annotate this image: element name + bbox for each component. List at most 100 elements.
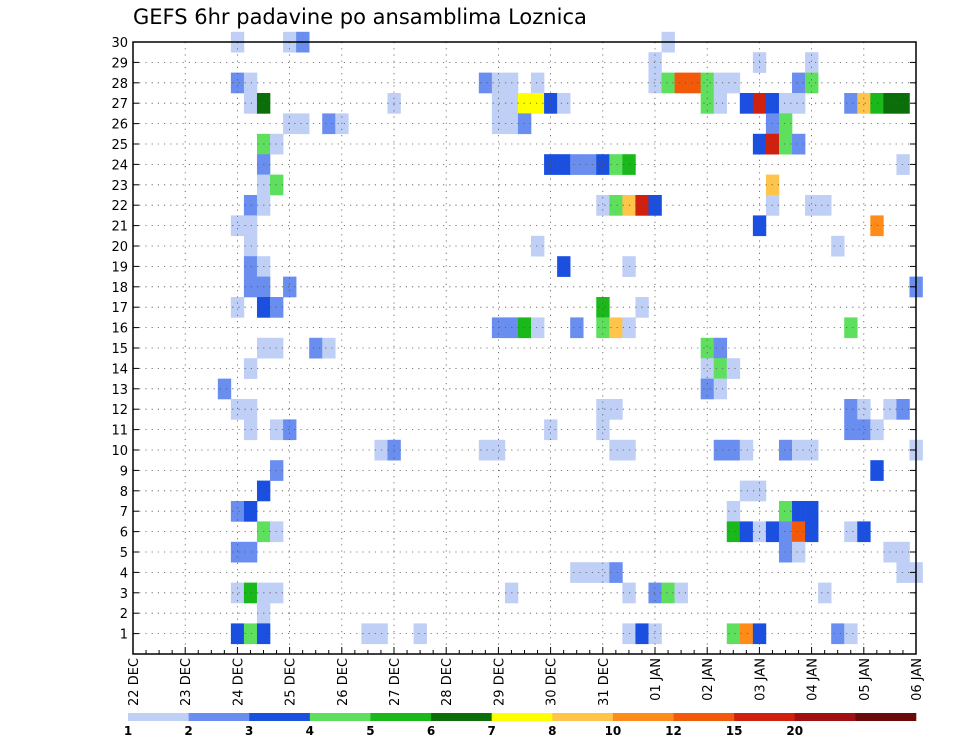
precip-cell xyxy=(713,337,728,359)
precip-cell xyxy=(609,399,623,420)
y-tick-label: 23 xyxy=(111,179,128,194)
precip-cell xyxy=(778,521,793,543)
precip-cell xyxy=(309,337,323,359)
precip-cell xyxy=(726,439,741,461)
precip-cell xyxy=(413,623,427,645)
x-tick-label: 22 DEC xyxy=(127,658,142,706)
y-tick-label: 21 xyxy=(111,220,128,235)
color-legend: 1 2 3 4 5 6 7 8 10 12 15 20 xyxy=(124,713,917,738)
precip-cell xyxy=(674,582,688,604)
y-tick-label: 28 xyxy=(111,77,128,92)
legend-label: 12 xyxy=(665,724,682,738)
x-tick-label: 26 DEC xyxy=(336,658,351,706)
precip-cell xyxy=(713,378,728,400)
precip-cell xyxy=(739,93,754,114)
legend-swatch xyxy=(794,713,856,721)
precip-cell xyxy=(609,195,623,216)
legend-label: 1 xyxy=(124,724,132,738)
legend-swatch xyxy=(370,713,432,721)
x-axis: 22 DEC 23 DEC 24 DEC 25 DEC 26 DEC 27 DEC 28 D… xyxy=(127,647,925,706)
precip-cell xyxy=(322,113,336,135)
precip-cell xyxy=(700,337,715,359)
x-tick-label: 05 JAN xyxy=(858,658,873,701)
precip-cell xyxy=(739,480,754,502)
legend-swatch xyxy=(249,713,311,721)
precip-cell xyxy=(570,562,584,583)
legend-label: 2 xyxy=(184,724,192,738)
precip-cell xyxy=(687,72,701,94)
precip-cell xyxy=(361,623,375,645)
precip-cell xyxy=(844,93,858,114)
precip-cell xyxy=(726,623,741,645)
precip-cell xyxy=(648,195,662,216)
y-tick-label: 29 xyxy=(111,56,128,71)
precip-cell xyxy=(217,378,232,400)
precip-cell xyxy=(896,154,910,175)
y-tick-label: 15 xyxy=(111,342,128,357)
precip-cell xyxy=(844,521,858,543)
precip-cell xyxy=(230,215,245,237)
precip-cell xyxy=(570,317,584,339)
y-tick-label: 26 xyxy=(111,118,128,133)
precip-cell xyxy=(531,235,545,257)
precip-cell xyxy=(778,133,793,155)
precip-cell xyxy=(792,72,806,94)
precip-cell xyxy=(700,72,715,94)
y-tick-label: 6 xyxy=(120,526,128,541)
precip-cell xyxy=(661,72,675,94)
precip-cell xyxy=(230,399,245,420)
precip-cell xyxy=(896,93,910,114)
y-tick-label: 4 xyxy=(120,566,128,581)
precip-cell xyxy=(544,419,558,441)
precip-cell xyxy=(844,419,858,441)
legend-swatch xyxy=(612,713,674,721)
heatmap-cells xyxy=(217,31,923,645)
precip-cell xyxy=(609,562,623,583)
y-tick-label: 20 xyxy=(111,240,128,255)
precip-cell xyxy=(896,399,910,420)
precip-cell xyxy=(491,72,506,94)
precip-cell xyxy=(831,623,845,645)
precip-cell xyxy=(805,52,819,73)
precip-cell xyxy=(583,154,597,175)
precip-cell xyxy=(243,276,258,298)
precip-cell xyxy=(857,93,871,114)
y-tick-label: 2 xyxy=(120,607,128,622)
precip-cell xyxy=(230,297,245,318)
precip-cell xyxy=(726,521,741,543)
x-tick-label: 28 DEC xyxy=(440,658,455,706)
x-tick-label: 01 JAN xyxy=(649,658,664,701)
legend-label: 3 xyxy=(245,724,253,738)
precip-cell xyxy=(243,582,258,604)
precip-cell xyxy=(596,419,610,441)
precip-cell xyxy=(792,439,806,461)
precip-cell xyxy=(726,358,741,379)
y-tick-label: 19 xyxy=(111,260,128,275)
legend-swatch xyxy=(552,713,614,721)
precip-cell xyxy=(831,235,845,257)
y-tick-label: 9 xyxy=(120,464,128,479)
legend-label: 7 xyxy=(488,724,496,738)
precip-cell xyxy=(609,439,623,461)
precip-cell xyxy=(726,501,741,522)
legend-swatch xyxy=(128,713,189,721)
x-tick-label: 03 JAN xyxy=(753,658,768,701)
precip-cell xyxy=(778,439,793,461)
precip-cell xyxy=(792,133,806,155)
legend-label: 8 xyxy=(548,724,556,738)
precip-cell xyxy=(243,215,258,237)
precip-cell xyxy=(648,52,662,73)
precip-cell xyxy=(243,541,258,563)
y-tick-label: 30 xyxy=(111,36,128,51)
y-axis: 1234567891011121314151617181920212223242… xyxy=(111,36,916,643)
x-tick-label: 23 DEC xyxy=(179,658,194,706)
precip-cell xyxy=(531,93,545,114)
x-tick-label: 29 DEC xyxy=(492,658,507,706)
precip-cell xyxy=(805,501,819,522)
precip-cell xyxy=(739,439,754,461)
precip-cell xyxy=(844,317,858,339)
precip-cell xyxy=(726,72,741,94)
precip-cell xyxy=(805,72,819,94)
precip-cell xyxy=(230,541,245,563)
